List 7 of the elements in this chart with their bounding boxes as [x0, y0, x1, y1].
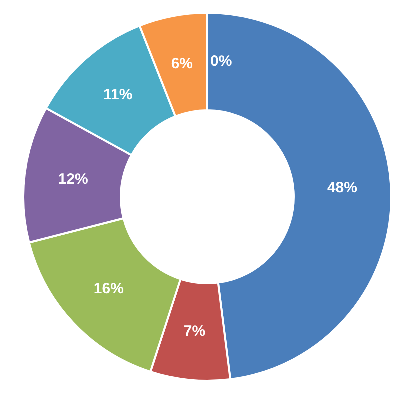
data-label: 7% — [184, 322, 206, 340]
text: 0% — [210, 52, 232, 70]
data-label: 48% — [327, 180, 358, 197]
data-label: 16% — [94, 280, 124, 298]
data-label: 11% — [103, 86, 133, 104]
data-label: 6% — [171, 55, 193, 72]
data-label: 12% — [58, 171, 88, 188]
